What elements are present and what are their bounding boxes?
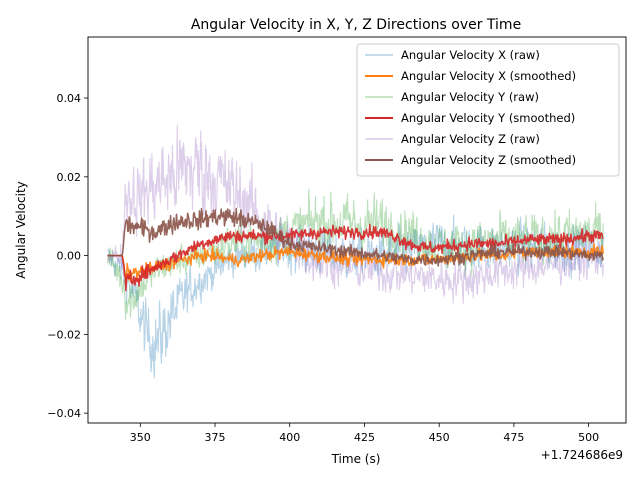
x-tick-label: 375	[205, 431, 226, 444]
x-tick-label: 425	[354, 431, 375, 444]
legend-label: Angular Velocity X (smoothed)	[401, 69, 576, 83]
y-axis: −0.04 −0.02 0.00 0.02 0.04	[47, 92, 88, 420]
x-axis-label: Time (s)	[331, 452, 381, 466]
x-tick-label: 400	[279, 431, 300, 444]
x-tick-label: 350	[130, 431, 151, 444]
y-tick-label: 0.02	[57, 171, 82, 184]
x-tick-label: 450	[429, 431, 450, 444]
x-tick-label: 475	[503, 431, 524, 444]
x-axis: 350 375 400 425 450 475 500	[130, 423, 599, 444]
x-tick-label: 500	[578, 431, 599, 444]
series-layer	[106, 124, 604, 379]
series-line-5	[107, 207, 604, 267]
x-axis-offset: +1.724686e9	[541, 448, 623, 462]
y-tick-label: 0.00	[57, 250, 82, 263]
legend-label: Angular Velocity Y (smoothed)	[401, 111, 575, 125]
plot-frame	[87, 36, 627, 424]
series-line-3	[107, 223, 604, 292]
legend-label: Angular Velocity Z (raw)	[401, 132, 540, 146]
legend-frame	[356, 43, 620, 177]
chart-title: Angular Velocity in X, Y, Z Directions o…	[191, 17, 521, 33]
y-tick-label: 0.04	[57, 92, 82, 105]
y-tick-label: −0.04	[47, 407, 81, 420]
legend-label: Angular Velocity X (raw)	[401, 48, 540, 62]
y-axis-label: Angular Velocity	[14, 181, 28, 279]
legend-label: Angular Velocity Z (smoothed)	[401, 153, 576, 167]
legend: Angular Velocity X (raw) Angular Velocity…	[356, 43, 620, 177]
y-tick-label: −0.02	[47, 328, 81, 341]
legend-label: Angular Velocity Y (raw)	[401, 90, 539, 104]
series-line-0	[107, 214, 604, 379]
